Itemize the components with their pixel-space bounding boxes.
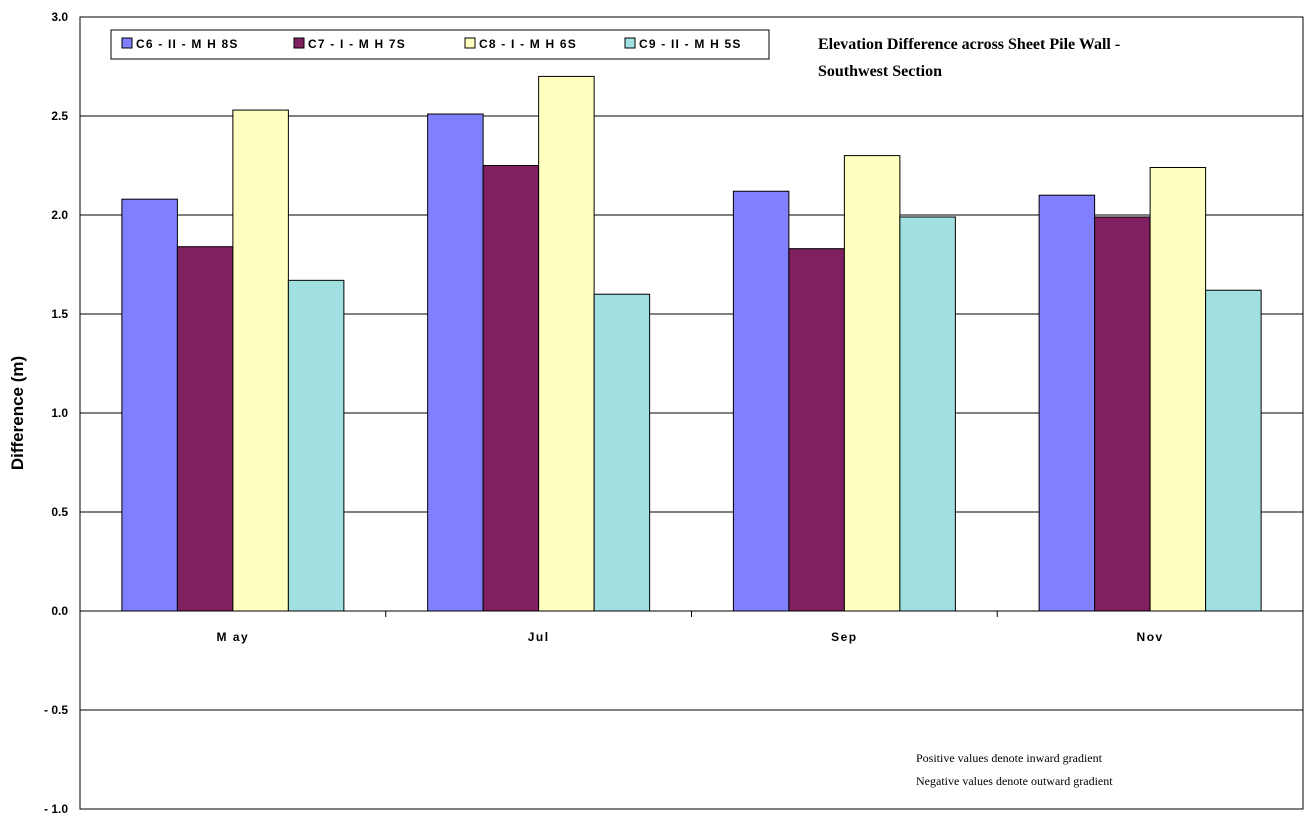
- bar: [287, 279, 345, 612]
- plot-frame: [79, 16, 1304, 810]
- y-tick-label: 1.0: [51, 406, 68, 420]
- bar: [1094, 216, 1151, 612]
- bar: [482, 165, 540, 612]
- bar: [1149, 166, 1207, 612]
- y-tick-label: 2.5: [51, 109, 68, 123]
- legend-box: [110, 29, 770, 60]
- bar: [788, 248, 845, 612]
- bar: [899, 216, 956, 612]
- y-tick-label: 1.5: [51, 307, 68, 321]
- y-tick-label: 2.0: [51, 208, 68, 222]
- legend-swatch: [121, 37, 133, 49]
- bar: [843, 155, 901, 612]
- chart-title-line-1: Elevation Difference across Sheet Pile W…: [818, 36, 1120, 53]
- x-category-label: Jul: [528, 630, 550, 644]
- bar: [232, 109, 289, 612]
- y-tick-label: - 1.0: [44, 802, 68, 816]
- x-category-label: Sep: [831, 630, 858, 644]
- y-axis-tick-labels: 3.0 2.5 2.0 1.5 1.0 0.5 0.0 - 0.5 - 1.0: [44, 10, 68, 816]
- legend-label: C6 - II - M H 8S: [136, 37, 239, 51]
- legend-swatch: [624, 37, 636, 49]
- legend-swatch: [293, 37, 305, 49]
- x-category-label: M ay: [217, 630, 250, 644]
- bar: [176, 246, 234, 612]
- bar: [593, 293, 651, 612]
- bar: [427, 113, 484, 612]
- bar: [538, 75, 595, 612]
- y-tick-label: 0.5: [51, 505, 68, 519]
- y-tick-label: 3.0: [51, 10, 68, 24]
- bar: [1038, 194, 1096, 612]
- bar: [732, 190, 790, 612]
- y-tick-label: 0.0: [51, 604, 68, 618]
- chart-title-line-2: Southwest Section: [818, 63, 942, 80]
- annotation-positive: Positive values denote inward gradient: [916, 751, 1103, 765]
- legend-label: C7 - I - M H 7S: [308, 37, 406, 51]
- bars: [121, 75, 1262, 612]
- x-category-label: Nov: [1137, 630, 1164, 644]
- annotation-negative: Negative values denote outward gradient: [916, 774, 1113, 788]
- y-tick-label: - 0.5: [44, 703, 68, 717]
- x-axis-ticks: [385, 611, 998, 617]
- legend-swatch: [464, 37, 476, 49]
- legend-label: C9 - II - M H 5S: [639, 37, 742, 51]
- x-axis-category-labels: M ay Jul Sep Nov: [217, 630, 1164, 644]
- y-axis-label: Difference (m): [8, 356, 27, 470]
- bar: [121, 198, 178, 612]
- bar: [1205, 289, 1262, 612]
- legend-label: C8 - I - M H 6S: [479, 37, 577, 51]
- legend: C6 - II - M H 8S C7 - I - M H 7S C8 - I - …: [110, 29, 770, 60]
